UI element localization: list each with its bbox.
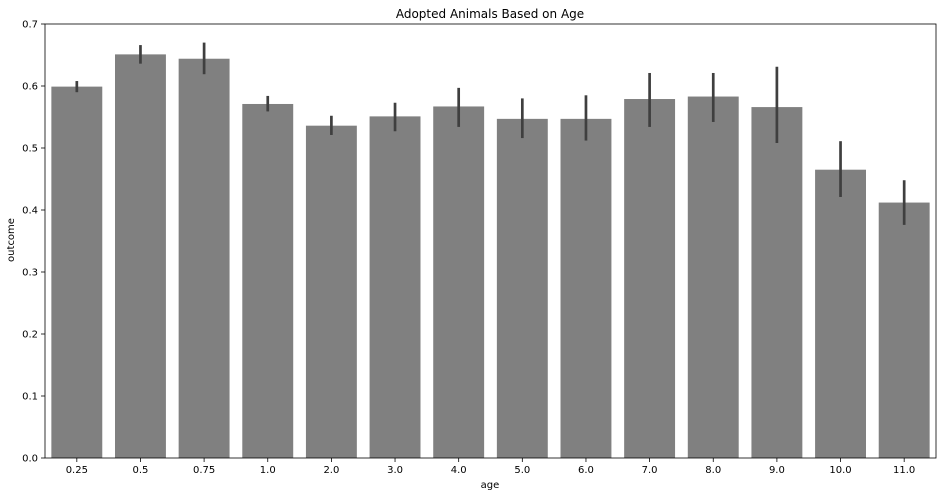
bar-9.0 — [751, 107, 803, 458]
x-tick-label-9.0: 9.0 — [769, 465, 785, 476]
bar-4.0 — [433, 106, 485, 459]
bar-8.0 — [687, 96, 739, 458]
bar-0.75 — [178, 58, 230, 458]
y-axis-title: outcome — [6, 218, 17, 262]
x-tick-label-11.0: 11.0 — [893, 465, 915, 476]
x-tick-label-4.0: 4.0 — [451, 465, 467, 476]
x-tick-label-7.0: 7.0 — [642, 465, 658, 476]
x-tick-label-3.0: 3.0 — [387, 465, 403, 476]
x-tick-label-0.25: 0.25 — [66, 465, 88, 476]
bar-3.0 — [369, 116, 421, 458]
x-tick-label-6.0: 6.0 — [578, 465, 594, 476]
y-tick-label-0.6: 0.6 — [22, 82, 38, 93]
y-tick-label-0.0: 0.0 — [22, 454, 38, 465]
x-tick-label-0.5: 0.5 — [133, 465, 149, 476]
y-tick-label-0.4: 0.4 — [22, 206, 38, 217]
bar-0.25 — [51, 86, 103, 459]
y-tick-label-0.1: 0.1 — [22, 392, 38, 403]
y-tick-label-0.5: 0.5 — [22, 144, 38, 155]
bar-1.0 — [242, 103, 294, 458]
x-tick-label-0.75: 0.75 — [193, 465, 215, 476]
bar-5.0 — [496, 118, 548, 459]
error-bars-layer — [75, 42, 906, 225]
bar-7.0 — [624, 99, 676, 459]
axes-layer: 0.0 0.1 0.2 0.3 0.4 0.5 0.6 0.7 0.25 0.5 0.75 1.0 2.… — [22, 20, 937, 476]
y-tick-label-0.3: 0.3 — [22, 268, 38, 279]
x-tick-label-5.0: 5.0 — [514, 465, 530, 476]
y-tick-label-0.2: 0.2 — [22, 330, 38, 341]
x-tick-label-2.0: 2.0 — [323, 465, 339, 476]
x-tick-label-10.0: 10.0 — [829, 465, 851, 476]
y-tick-label-0.7: 0.7 — [22, 20, 38, 31]
bar-10.0 — [815, 169, 866, 458]
chart-title: Adopted Animals Based on Age — [396, 7, 584, 21]
bar-2.0 — [305, 125, 357, 459]
x-axis-title: age — [481, 480, 500, 491]
bar-0.5 — [115, 54, 166, 458]
bar-11.0 — [878, 202, 930, 458]
x-tick-label-8.0: 8.0 — [705, 465, 721, 476]
bar-6.0 — [560, 118, 612, 459]
bars-layer — [51, 54, 930, 459]
x-tick-label-1.0: 1.0 — [260, 465, 276, 476]
plot-frame — [44, 23, 937, 459]
